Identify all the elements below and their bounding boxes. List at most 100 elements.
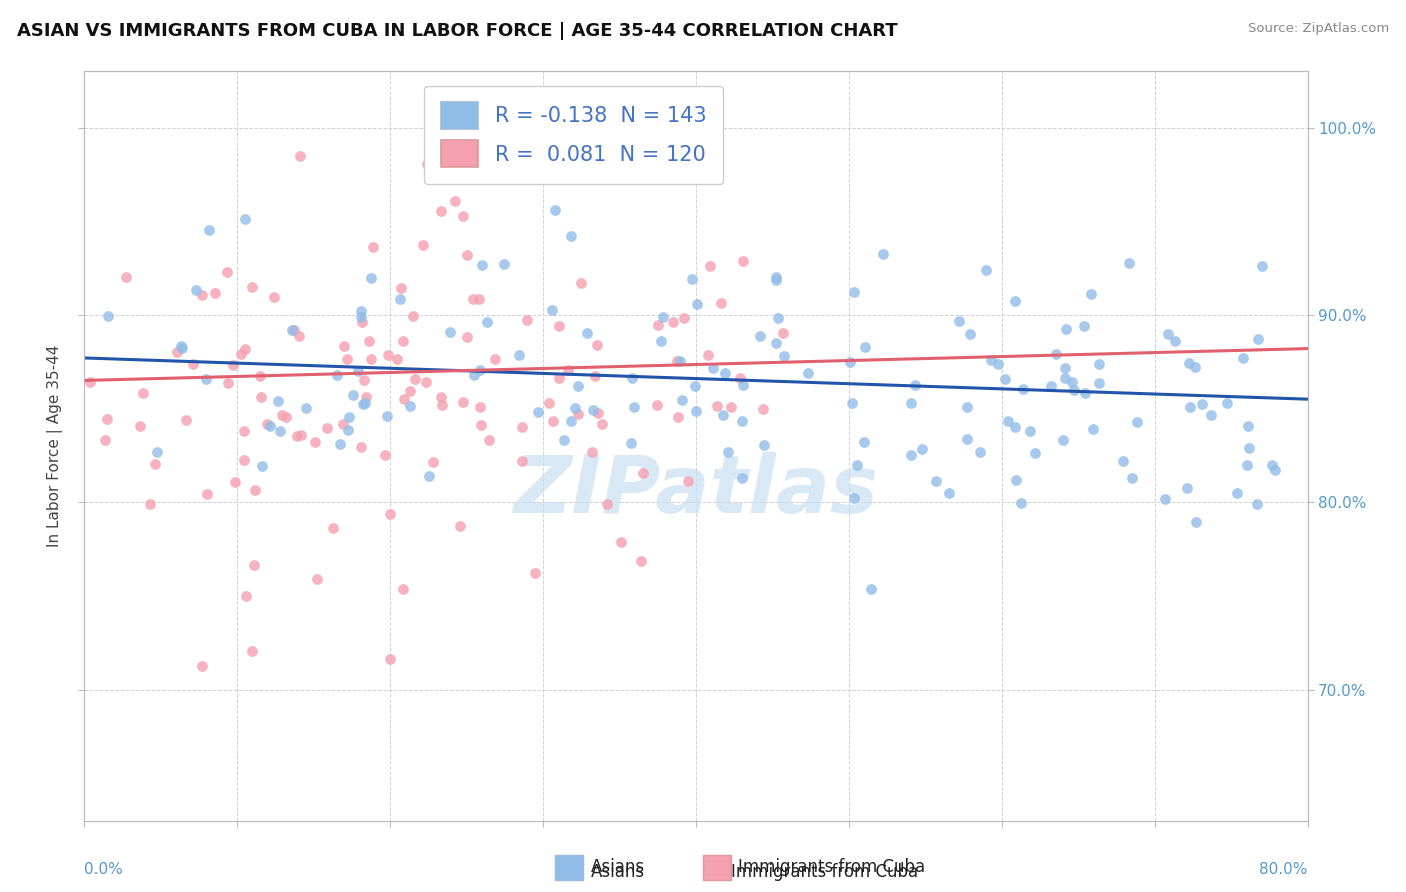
Asians bbox=[1060, 375, 1083, 389]
Asians bbox=[650, 334, 672, 349]
Immigrants from Cuba bbox=[541, 414, 564, 428]
Asians bbox=[1004, 294, 1026, 309]
Immigrants from Cuba bbox=[288, 329, 311, 343]
Immigrants from Cuba bbox=[645, 398, 668, 412]
Asians bbox=[765, 273, 787, 287]
Immigrants from Cuba bbox=[217, 265, 239, 279]
Immigrants from Cuba bbox=[666, 409, 689, 424]
Immigrants from Cuba bbox=[374, 448, 396, 462]
Asians bbox=[731, 470, 754, 484]
Immigrants from Cuba bbox=[352, 315, 374, 329]
Asians bbox=[1004, 420, 1026, 434]
Asians bbox=[620, 436, 643, 450]
Immigrants from Cuba bbox=[378, 507, 401, 521]
Immigrants from Cuba bbox=[240, 280, 263, 294]
Immigrants from Cuba bbox=[143, 458, 166, 472]
Asians bbox=[969, 445, 991, 459]
Immigrants from Cuba bbox=[451, 210, 474, 224]
Immigrants from Cuba bbox=[250, 391, 273, 405]
Asians bbox=[948, 314, 970, 328]
Asians bbox=[651, 310, 673, 325]
Immigrants from Cuba bbox=[79, 376, 101, 390]
Immigrants from Cuba bbox=[231, 347, 253, 361]
Asians bbox=[1177, 357, 1199, 371]
Immigrants from Cuba bbox=[181, 357, 204, 371]
Asians bbox=[540, 302, 562, 317]
Asians bbox=[1153, 491, 1175, 506]
Asians bbox=[671, 392, 693, 407]
Asians bbox=[1251, 260, 1274, 274]
Immigrants from Cuba bbox=[631, 466, 654, 480]
Immigrants from Cuba bbox=[676, 475, 699, 489]
Immigrants from Cuba bbox=[243, 558, 266, 572]
Text: ASIAN VS IMMIGRANTS FROM CUBA IN LABOR FORCE | AGE 35-44 CORRELATION CHART: ASIAN VS IMMIGRANTS FROM CUBA IN LABOR F… bbox=[17, 22, 897, 40]
Asians bbox=[733, 378, 755, 392]
Y-axis label: In Labor Force | Age 35-44: In Labor Force | Age 35-44 bbox=[46, 345, 63, 547]
Asians bbox=[844, 491, 866, 505]
Immigrants from Cuba bbox=[415, 375, 437, 389]
Immigrants from Cuba bbox=[392, 582, 415, 596]
Asians bbox=[956, 400, 979, 414]
Immigrants from Cuba bbox=[537, 396, 560, 410]
Asians bbox=[418, 469, 440, 483]
Asians bbox=[911, 442, 934, 457]
Immigrants from Cuba bbox=[129, 419, 152, 434]
Immigrants from Cuba bbox=[336, 351, 359, 366]
Immigrants from Cuba bbox=[567, 407, 589, 421]
Text: 0.0%: 0.0% bbox=[84, 862, 124, 877]
Immigrants from Cuba bbox=[416, 157, 439, 171]
Immigrants from Cuba bbox=[139, 497, 162, 511]
Asians bbox=[1019, 425, 1042, 439]
Asians bbox=[773, 349, 796, 363]
Asians bbox=[904, 377, 927, 392]
Asians bbox=[475, 315, 498, 329]
Asians bbox=[329, 436, 352, 450]
Asians bbox=[1261, 458, 1284, 472]
Immigrants from Cuba bbox=[422, 455, 444, 469]
Asians bbox=[855, 340, 877, 354]
Immigrants from Cuba bbox=[166, 345, 188, 359]
Asians bbox=[97, 309, 120, 323]
Asians bbox=[146, 444, 169, 458]
Text: 80.0%: 80.0% bbox=[1260, 862, 1308, 877]
Asians bbox=[959, 327, 981, 342]
Asians bbox=[1045, 347, 1067, 361]
Immigrants from Cuba bbox=[378, 652, 401, 666]
Asians bbox=[170, 341, 193, 355]
Asians bbox=[398, 399, 420, 413]
Asians bbox=[765, 269, 787, 284]
Asians bbox=[576, 326, 599, 340]
Immigrants from Cuba bbox=[271, 408, 294, 422]
Immigrants from Cuba bbox=[456, 330, 478, 344]
Immigrants from Cuba bbox=[720, 400, 742, 414]
Asians bbox=[1164, 334, 1187, 348]
Asians bbox=[1054, 322, 1077, 336]
Immigrants from Cuba bbox=[350, 440, 373, 454]
Immigrants from Cuba bbox=[731, 254, 754, 268]
Immigrants from Cuba bbox=[752, 401, 775, 416]
Immigrants from Cuba bbox=[332, 417, 354, 431]
Asians bbox=[1216, 396, 1239, 410]
Asians bbox=[295, 401, 318, 415]
Asians bbox=[1175, 481, 1198, 495]
Immigrants from Cuba bbox=[516, 313, 538, 327]
Asians bbox=[326, 368, 349, 383]
Immigrants from Cuba bbox=[377, 348, 399, 362]
Asians bbox=[259, 419, 281, 434]
Asians bbox=[567, 379, 589, 393]
Immigrants from Cuba bbox=[430, 203, 453, 218]
Immigrants from Cuba bbox=[468, 292, 491, 306]
Asians bbox=[194, 372, 217, 386]
Immigrants from Cuba bbox=[305, 572, 328, 586]
Asians bbox=[1239, 441, 1261, 455]
Asians bbox=[1054, 370, 1077, 384]
Asians bbox=[846, 458, 869, 473]
Asians bbox=[997, 414, 1019, 428]
Asians bbox=[749, 329, 772, 343]
Asians bbox=[1125, 415, 1147, 429]
Immigrants from Cuba bbox=[391, 334, 413, 349]
Immigrants from Cuba bbox=[484, 352, 506, 367]
Immigrants from Cuba bbox=[672, 311, 695, 326]
Immigrants from Cuba bbox=[288, 149, 311, 163]
Immigrants from Cuba bbox=[478, 433, 501, 447]
